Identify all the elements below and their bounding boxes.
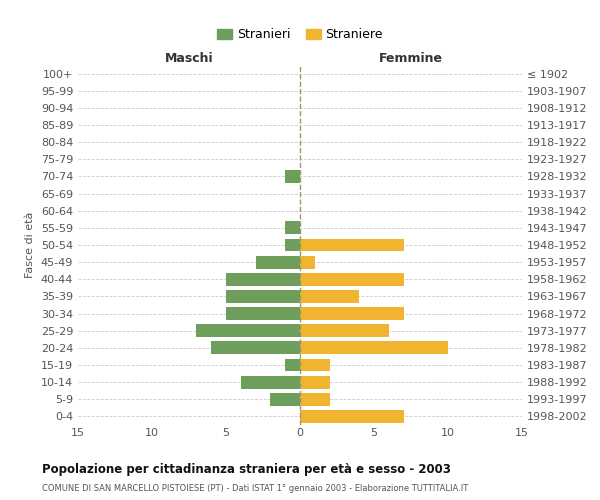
Bar [226,273,300,285]
Bar [300,238,404,252]
Y-axis label: Fasce di età: Fasce di età [25,212,35,278]
Bar [256,256,300,268]
Bar [300,307,404,320]
Bar [285,222,300,234]
Bar [300,256,315,268]
Bar [300,393,329,406]
Bar [241,376,300,388]
Bar [300,410,404,423]
Bar [285,238,300,252]
Text: Popolazione per cittadinanza straniera per età e sesso - 2003: Popolazione per cittadinanza straniera p… [42,462,451,475]
Bar [300,342,448,354]
Bar [300,290,359,303]
Legend: Stranieri, Straniere: Stranieri, Straniere [217,28,383,41]
Text: Femmine: Femmine [379,52,443,65]
Bar [226,290,300,303]
Bar [226,307,300,320]
Text: Maschi: Maschi [164,52,214,65]
Bar [271,393,300,406]
Bar [300,358,329,372]
Bar [196,324,300,337]
Bar [300,376,329,388]
Bar [285,170,300,183]
Bar [285,358,300,372]
Bar [211,342,300,354]
Bar [300,324,389,337]
Bar [300,273,404,285]
Text: COMUNE DI SAN MARCELLO PISTOIESE (PT) - Dati ISTAT 1° gennaio 2003 - Elaborazion: COMUNE DI SAN MARCELLO PISTOIESE (PT) - … [42,484,468,493]
